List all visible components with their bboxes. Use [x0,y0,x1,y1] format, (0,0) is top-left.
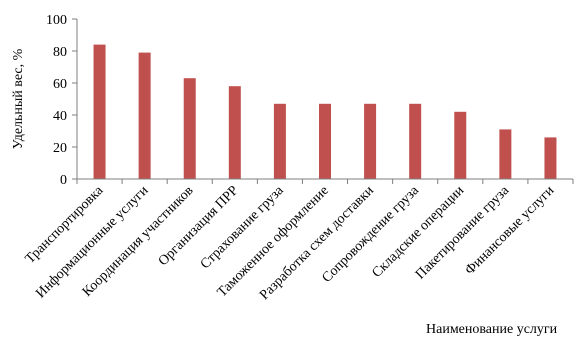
bar [93,44,106,179]
bar [544,137,557,179]
bar [409,103,422,179]
y-tick-label: 0 [60,173,67,188]
y-tick-label: 60 [53,77,67,92]
y-tick-label: 80 [53,45,67,60]
axes-group [76,19,573,180]
category-label: Страхование груза [198,183,287,272]
y-tick-label: 40 [53,109,67,124]
category-label: Финансовые услуги [462,183,557,278]
y-axis-title: Удельный вес, % [11,48,26,149]
y-tick-label: 20 [53,141,67,156]
category-label: Организация ПРР [156,183,242,269]
x-ticks-group [76,179,574,184]
y-ticks-group: 0 20 40 60 80 100 [46,13,77,188]
bar [183,78,196,179]
bar [273,103,286,179]
category-label: Транспортировка [23,183,107,267]
bar [319,103,331,179]
y-tick-label: 100 [46,13,67,28]
bars-group [93,44,557,179]
bar [454,111,467,179]
bar [138,52,151,179]
bar [364,103,377,179]
bar [499,129,512,179]
bar [228,86,241,179]
x-axis-title: Наименование услуги [426,322,558,337]
